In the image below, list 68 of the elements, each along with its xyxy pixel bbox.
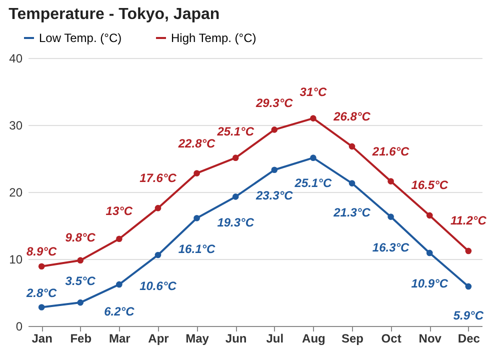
point <box>348 180 356 186</box>
point <box>38 263 45 270</box>
data-label: 26.8°C <box>332 110 371 124</box>
data-label: 10.6°C <box>140 278 177 293</box>
data-label: 13°C <box>106 204 133 218</box>
point <box>116 281 122 288</box>
point <box>232 154 239 161</box>
data-label: 3.5°C <box>65 274 96 288</box>
data-label: 10.9°C <box>411 276 448 291</box>
point <box>388 214 394 220</box>
point <box>77 299 84 306</box>
x-tick-label: Apr <box>148 332 170 346</box>
data-label: 25.1°C <box>294 176 332 190</box>
point <box>465 248 472 254</box>
point <box>77 257 84 264</box>
data-label: 6.2°C <box>104 304 135 319</box>
data-label: 5.9°C <box>453 308 484 323</box>
data-label: 29.3°C <box>254 96 294 110</box>
y-tick-label: 30 <box>9 118 23 132</box>
point <box>271 126 278 133</box>
data-label: 23.3°C <box>254 188 294 203</box>
y-tick-label: 10 <box>9 252 23 266</box>
data-label: 8.9°C <box>26 244 57 258</box>
point <box>232 194 239 200</box>
x-tick-label: May <box>186 332 210 346</box>
point <box>271 166 278 174</box>
point <box>154 204 162 212</box>
data-label: 22.8°C <box>177 136 216 150</box>
x-tick-label: Oct <box>381 332 402 346</box>
y-tick-label: 40 <box>9 52 23 66</box>
point <box>194 214 200 222</box>
point <box>310 115 316 122</box>
x-tick-label: Aug <box>302 332 326 346</box>
data-label: 9.8°C <box>65 230 96 244</box>
data-label: 19.3°C <box>217 215 254 230</box>
data-label: 16.3°C <box>372 240 410 254</box>
x-tick-label: Mar <box>109 332 131 346</box>
data-label: 2.8°C <box>26 286 57 300</box>
point <box>426 212 433 219</box>
point <box>388 178 394 184</box>
data-label: 21.6°C <box>371 144 410 158</box>
chart-title: Temperature - Tokyo, Japan <box>8 6 220 23</box>
x-tick-label: Sep <box>342 332 364 346</box>
data-label: 25.1°C <box>216 124 254 138</box>
y-tick-label: 0 <box>16 320 23 334</box>
point <box>116 236 122 242</box>
x-tick-label: Jan <box>32 332 52 346</box>
x-tick-label: Jun <box>225 332 247 346</box>
data-label: 11.2°C <box>450 214 487 228</box>
y-tick-label: 20 <box>9 186 23 200</box>
legend-label: High Temp. (°C) <box>171 31 256 45</box>
legend-label: Low Temp. (°C) <box>39 31 122 45</box>
data-label: 21.3°C <box>332 206 371 220</box>
data-label: 16.1°C <box>178 242 216 256</box>
x-tick-label: Feb <box>70 332 92 346</box>
x-tick-label: Nov <box>418 332 442 346</box>
point <box>310 154 316 161</box>
point <box>426 250 433 256</box>
x-tick-label: Jul <box>266 332 284 346</box>
data-label: 17.6°C <box>140 171 177 186</box>
point <box>154 252 162 258</box>
point <box>194 170 200 176</box>
data-label: 31°C <box>300 84 327 99</box>
point <box>38 304 45 310</box>
data-label: 16.5°C <box>411 178 448 192</box>
x-tick-label: Dec <box>458 332 480 346</box>
point <box>348 143 356 150</box>
point <box>465 283 472 290</box>
